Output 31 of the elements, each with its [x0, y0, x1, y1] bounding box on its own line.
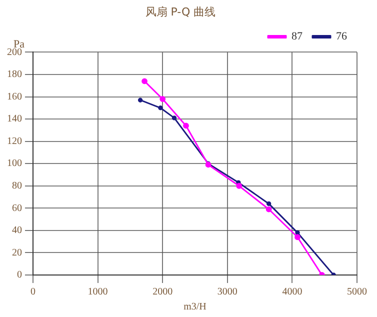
point [160, 96, 166, 102]
y-tick-label: 0 [17, 270, 22, 281]
x-tick-label: 3000 [217, 286, 238, 298]
point [266, 201, 272, 206]
y-tick-label: 80 [12, 180, 22, 192]
point [138, 98, 143, 102]
point [236, 182, 242, 189]
point [294, 234, 300, 240]
x-axis-title: m3/H [184, 302, 206, 313]
point [172, 116, 177, 120]
point [183, 122, 189, 129]
y-tick-label: 20 [12, 247, 22, 258]
x-tick-label: 0 [30, 286, 36, 298]
point [266, 206, 272, 212]
y-tick-label: 160 [7, 91, 22, 102]
y-tick-label: 200 [7, 46, 22, 58]
y-tick-label: 100 [7, 158, 22, 170]
x-tick-label: 5000 [347, 286, 367, 298]
x-tick-label: 2000 [152, 286, 173, 298]
y-tick-label: 120 [7, 136, 22, 147]
y-tick-label: 40 [12, 225, 22, 236]
y-tick-label: 140 [7, 114, 22, 125]
point [158, 106, 163, 110]
x-tick-label: 4000 [282, 286, 302, 298]
y-tick-label: 60 [12, 202, 22, 214]
x-tick-label: 1000 [88, 286, 108, 298]
legend-label: 76 [336, 30, 348, 43]
point [142, 78, 148, 84]
legend-label: 87 [292, 30, 303, 43]
chart-title: 风扇 P-Q 曲线 [145, 5, 216, 18]
y-tick-label: 180 [7, 69, 22, 80]
